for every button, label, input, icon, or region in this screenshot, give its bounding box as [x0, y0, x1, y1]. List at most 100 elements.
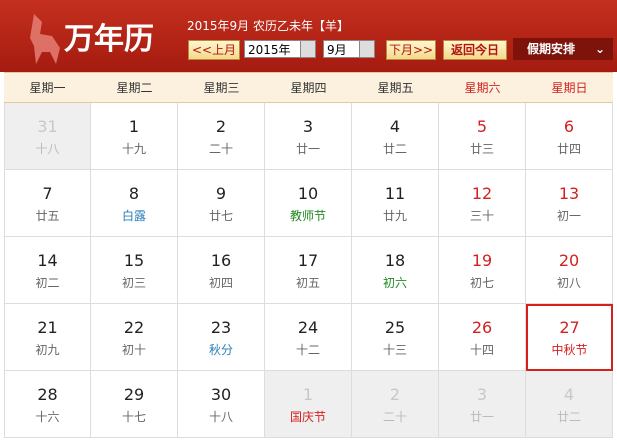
year-select[interactable]: 2015年	[244, 40, 316, 58]
day-cell[interactable]: 5 廿三	[439, 103, 526, 170]
day-cell[interactable]: 14 初二	[4, 237, 91, 304]
day-cell[interactable]: 31 十八	[4, 103, 91, 170]
day-cell[interactable]: 2 二十	[178, 103, 265, 170]
lunar-date: 秋分	[208, 343, 233, 357]
day-cell[interactable]: 4 廿二	[526, 371, 613, 438]
day-cell[interactable]: 19 初七	[439, 237, 526, 304]
next-month-button[interactable]: 下月>>	[386, 40, 436, 60]
day-number: 11	[384, 184, 406, 203]
day-number: 28	[37, 385, 58, 404]
weekday-label: 星期三	[203, 81, 240, 95]
lunar-date: 白露	[121, 209, 146, 223]
day-cell[interactable]: 2 二十	[352, 371, 439, 438]
day-cell[interactable]: 20 初八	[526, 237, 613, 304]
day-cell[interactable]: 29 十七	[91, 371, 178, 438]
lunar-date: 教师节	[289, 209, 326, 223]
day-cell[interactable]: 1 国庆节	[265, 371, 352, 438]
day-number: 17	[297, 251, 319, 270]
day-number: 2	[389, 385, 401, 404]
lunar-date: 初二	[35, 276, 60, 290]
lunar-date: 廿二	[382, 142, 407, 156]
day-cell[interactable]: 3 廿一	[265, 103, 352, 170]
day-cell[interactable]: 23 秋分	[178, 304, 265, 371]
day-number: 23	[210, 318, 232, 337]
day-cell[interactable]: 6 廿四	[526, 103, 613, 170]
day-number: 15	[123, 251, 145, 270]
day-cell[interactable]: 22 初十	[91, 304, 178, 371]
goat-icon	[30, 14, 60, 64]
lunar-date: 廿一	[469, 410, 494, 424]
lunar-date: 廿二	[556, 410, 581, 424]
lunar-date: 中秋节	[551, 343, 588, 357]
day-cell[interactable]: 12 三十	[439, 170, 526, 237]
weekday-label: 星期日	[551, 81, 588, 95]
day-number: 22	[123, 318, 145, 337]
weekday-label: 星期四	[290, 81, 327, 95]
month-select[interactable]: 9月	[323, 40, 375, 58]
day-cell[interactable]: 30 十八	[178, 371, 265, 438]
holiday-menu[interactable]: 假期安排 ⌄	[513, 38, 613, 60]
day-cell[interactable]: 21 初九	[4, 304, 91, 371]
lunar-date: 初三	[121, 276, 146, 290]
lunar-date: 十六	[35, 410, 60, 424]
day-number: 7	[42, 184, 53, 203]
chevron: ⌄	[594, 42, 605, 56]
day-number: 12	[471, 184, 493, 203]
day-number: 27	[559, 318, 580, 337]
lunar-date: 初十	[121, 343, 146, 357]
day-number: 31	[37, 117, 58, 136]
day-cell[interactable]: 13 初一	[526, 170, 613, 237]
day-cell[interactable]: 4 廿二	[352, 103, 439, 170]
weekday-label: 星期五	[377, 81, 414, 95]
day-number: 25	[384, 318, 406, 337]
logo: 万年历	[64, 22, 154, 57]
lunar-date: 十九	[121, 142, 146, 156]
day-number: 14	[37, 251, 58, 270]
lunar-date: 廿七	[208, 209, 233, 223]
lunar-date: 初五	[295, 276, 320, 290]
day-number: 21	[37, 318, 58, 337]
day-number: 24	[297, 318, 319, 337]
lunar-date: 廿九	[382, 209, 407, 223]
today-button[interactable]: 返回今日	[443, 40, 507, 60]
day-cell[interactable]: 26 十四	[439, 304, 526, 371]
day-number: 16	[210, 251, 232, 270]
day-cell[interactable]: 25 十三	[352, 304, 439, 371]
prev-month-button[interactable]: <<上月	[188, 40, 240, 60]
day-number: 20	[558, 251, 580, 270]
day-number: 4	[563, 385, 575, 404]
day-cell[interactable]: 27 中秋节	[526, 304, 613, 371]
day-number: 19	[471, 251, 493, 270]
day-cell[interactable]: 9 廿七	[178, 170, 265, 237]
holiday-label: 假期安排	[527, 42, 576, 56]
day-cell[interactable]: 7 廿五	[4, 170, 91, 237]
lunar-date: 三十	[469, 209, 494, 223]
lunar-date: 初八	[556, 276, 581, 290]
day-cell[interactable]: 10 教师节	[265, 170, 352, 237]
day-number: 26	[471, 318, 493, 337]
date-label: 2015年9月 农历乙未年【羊】	[187, 19, 349, 33]
day-cell[interactable]: 24 十二	[265, 304, 352, 371]
day-number: 3	[302, 117, 314, 136]
day-cell[interactable]: 18 初六	[352, 237, 439, 304]
day-number: 13	[558, 184, 580, 203]
lunar-date: 廿三	[469, 142, 494, 156]
lunar-date: 十三	[382, 343, 407, 357]
day-number: 1	[302, 385, 314, 404]
day-cell[interactable]: 15 初三	[91, 237, 178, 304]
day-cell[interactable]: 28 十六	[4, 371, 91, 438]
day-cell[interactable]: 3 廿一	[439, 371, 526, 438]
lunar-date: 十八	[35, 142, 60, 156]
day-number: 30	[210, 385, 232, 404]
day-number: 8	[128, 184, 140, 203]
day-number: 2	[215, 117, 227, 136]
header-bar: 万年历 2015年9月 农历乙未年【羊】 <<上月 2015年 9月 下月>> …	[0, 0, 617, 72]
day-cell[interactable]: 16 初四	[178, 237, 265, 304]
day-cell[interactable]: 1 十九	[91, 103, 178, 170]
lunar-date: 初七	[469, 276, 494, 290]
day-cell[interactable]: 17 初五	[265, 237, 352, 304]
weekday-label: 星期一	[29, 81, 66, 95]
lunar-date: 二十	[382, 410, 407, 424]
day-cell[interactable]: 8 白露	[91, 170, 178, 237]
day-cell[interactable]: 11 廿九	[352, 170, 439, 237]
